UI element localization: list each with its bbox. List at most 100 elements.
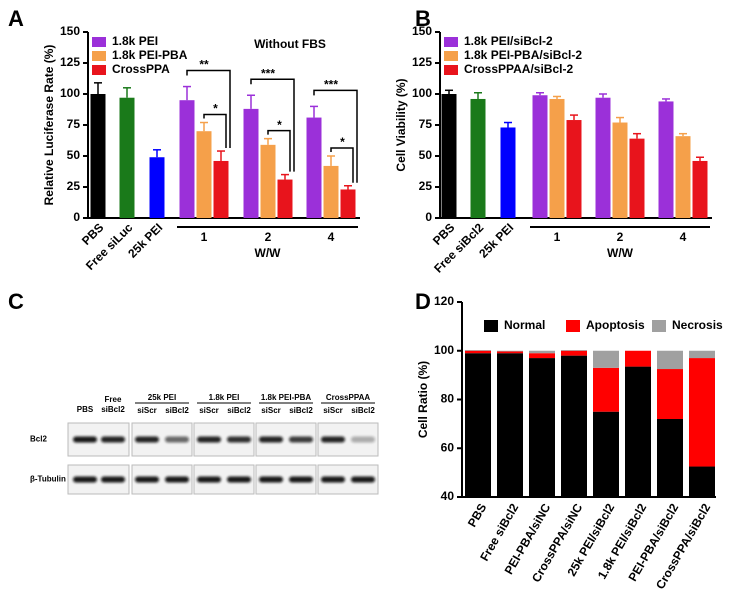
- significance-label: ***: [261, 66, 275, 80]
- annotation: Without FBS: [254, 37, 326, 51]
- significance-bracket: [267, 129, 291, 172]
- bar-segment: [561, 350, 587, 351]
- bar-segment: [465, 350, 491, 351]
- bar: [441, 94, 457, 218]
- y-tick-label: 150: [412, 24, 432, 38]
- bar: [179, 100, 195, 218]
- blot-group-label: CrossPPAA: [326, 393, 371, 402]
- y-tick-label: 75: [419, 117, 433, 131]
- blot-lane-label: siBcl2: [227, 406, 251, 415]
- y-tick-label: 50: [67, 148, 81, 162]
- y-tick-label: 75: [67, 117, 81, 131]
- blot-row-label: Bcl2: [30, 435, 47, 444]
- blot-lane-label: siScr: [261, 406, 281, 415]
- blot-band: [165, 476, 189, 483]
- bar-segment: [689, 358, 715, 467]
- y-tick-label: 120: [434, 294, 454, 308]
- bar-segment: [497, 353, 523, 497]
- bar-segment: [465, 350, 491, 354]
- bar: [692, 160, 708, 218]
- y-tick-label: 100: [60, 86, 80, 100]
- bar: [277, 179, 293, 218]
- blot-band: [73, 436, 97, 443]
- bar: [243, 108, 259, 218]
- group-label: 1: [201, 230, 208, 244]
- blot-band: [135, 436, 159, 443]
- legend-label: CrossPPAA/siBcl-2: [464, 62, 573, 76]
- blot-band: [227, 476, 251, 483]
- blot-lane-label: siScr: [323, 406, 343, 415]
- blot-lane-label: siBcl2: [101, 405, 125, 414]
- significance-bracket: [250, 78, 295, 172]
- y-tick-label: 125: [412, 55, 432, 69]
- y-tick-label: 0: [73, 210, 80, 224]
- bar: [549, 98, 565, 218]
- y-tick-label: 80: [441, 392, 455, 406]
- group-axis-label: W/W: [607, 246, 634, 260]
- legend-swatch: [92, 65, 106, 75]
- bar-segment: [689, 350, 715, 359]
- blot-band: [321, 476, 345, 483]
- bar-segment: [561, 350, 587, 356]
- legend-label: Apoptosis: [586, 318, 645, 332]
- legend-label: Necrosis: [672, 318, 723, 332]
- bar: [213, 160, 229, 218]
- y-tick-label: 40: [441, 489, 455, 503]
- bar: [196, 131, 212, 218]
- y-axis-label: Cell Ratio (%): [416, 361, 430, 438]
- y-tick-label: 25: [419, 179, 433, 193]
- significance-label: **: [199, 58, 209, 72]
- bar: [149, 157, 165, 218]
- bar: [612, 122, 628, 218]
- significance-bracket: [313, 89, 358, 183]
- bar-segment: [657, 369, 683, 419]
- blot-band: [289, 476, 313, 483]
- bar-segment: [593, 350, 619, 368]
- bar-segment: [657, 350, 683, 370]
- y-axis-label: Relative Luciferase Rate (%): [42, 45, 56, 206]
- blot-lane-label: Free: [105, 395, 122, 404]
- significance-label: *: [340, 135, 345, 149]
- blot-group-label: 1.8k PEI-PBA: [261, 393, 311, 402]
- panel-letter: B: [415, 6, 431, 31]
- significance-label: ***: [324, 78, 338, 92]
- bar: [90, 94, 106, 218]
- blot-lane-label: siScr: [199, 406, 219, 415]
- panel-letter: C: [8, 289, 24, 314]
- blot-band: [289, 436, 313, 443]
- blot-band: [101, 436, 125, 443]
- legend-swatch: [92, 51, 106, 61]
- blot-band: [165, 436, 189, 443]
- blot-row-label: β-Tubulin: [30, 475, 66, 484]
- bar: [675, 136, 691, 218]
- group-axis-label: W/W: [255, 246, 282, 260]
- blot-band: [259, 436, 283, 443]
- blot-group-label: 25k PEI: [148, 393, 176, 402]
- legend-label: 1.8k PEI-PBA: [112, 48, 188, 62]
- bar-segment: [625, 350, 651, 367]
- legend-swatch: [444, 37, 458, 47]
- significance-bracket: [186, 69, 231, 149]
- legend-swatch: [444, 65, 458, 75]
- bar: [470, 98, 486, 218]
- y-tick-label: 0: [425, 210, 432, 224]
- bar: [658, 101, 674, 218]
- bar: [119, 97, 135, 218]
- legend-swatch: [444, 51, 458, 61]
- blot-band: [101, 476, 125, 483]
- blot-lane-label: siScr: [137, 406, 157, 415]
- group-label: 2: [617, 230, 624, 244]
- y-axis-label: Cell Viability (%): [394, 78, 408, 171]
- group-label: 2: [265, 230, 272, 244]
- legend-label: Normal: [504, 318, 545, 332]
- panel-letter: D: [415, 289, 431, 314]
- legend-label: 1.8k PEI-PBA/siBcl-2: [464, 48, 582, 62]
- blot-band: [135, 476, 159, 483]
- panel-letter: A: [8, 6, 24, 31]
- blot-group-label: 1.8k PEI: [209, 393, 240, 402]
- blot-band: [259, 476, 283, 483]
- x-tick-label: PBS: [465, 501, 489, 529]
- significance-label: *: [277, 118, 282, 132]
- bar-segment: [465, 353, 491, 497]
- group-label: 4: [680, 230, 687, 244]
